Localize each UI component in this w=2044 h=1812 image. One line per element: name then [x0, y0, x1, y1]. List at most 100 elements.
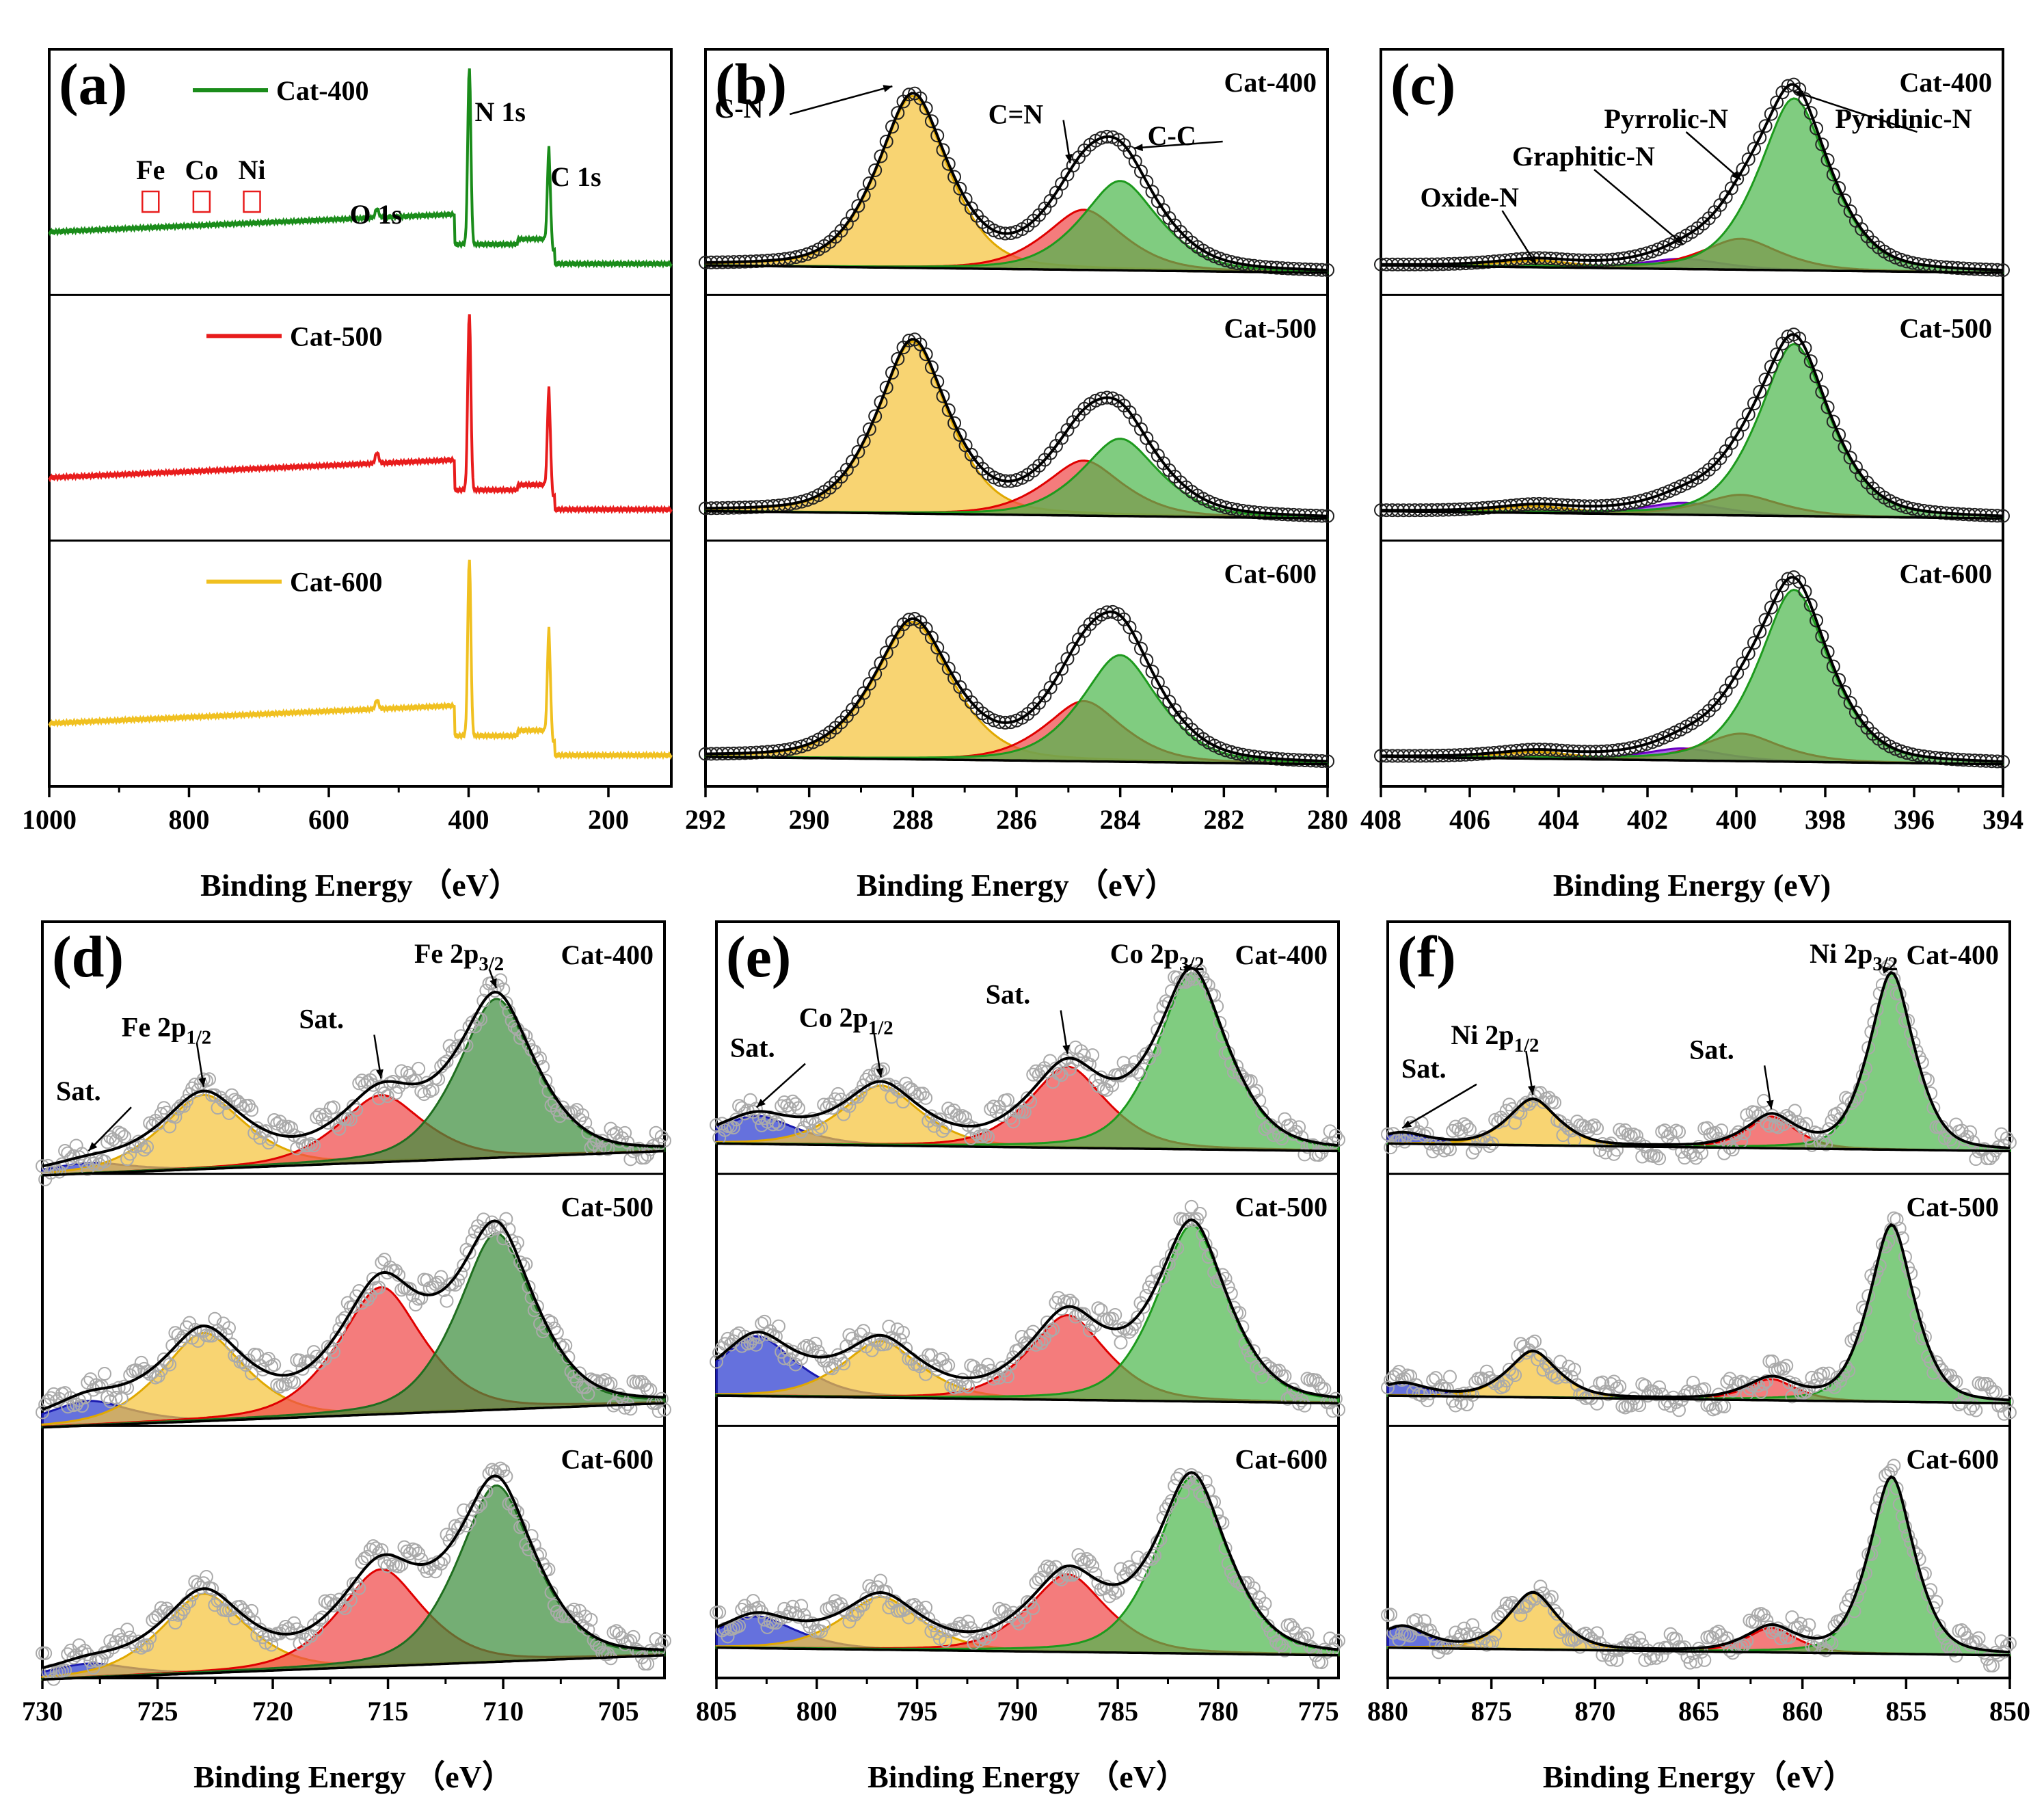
data-point: [1006, 1606, 1021, 1620]
x-tick-label: 396: [1894, 804, 1935, 835]
data-point: [896, 1095, 910, 1109]
annotation-arrowhead: [1882, 966, 1892, 974]
data-point: [626, 1629, 641, 1644]
data-point: [848, 1338, 862, 1353]
data-point: [1770, 347, 1784, 362]
data-point: [874, 395, 888, 410]
annotation-arrow: [755, 1063, 806, 1108]
x-axis-label: Binding Energy（eV）: [1543, 1759, 1855, 1794]
data-point: [601, 1647, 615, 1662]
data-point: [1765, 1354, 1779, 1368]
data-point: [1134, 641, 1148, 656]
x-tick-label: 282: [1203, 804, 1244, 835]
data-point: [287, 1375, 301, 1389]
data-point: [163, 1357, 177, 1372]
data-point: [1499, 1104, 1514, 1118]
data-point: [1548, 1603, 1562, 1618]
survey-Cat-600: Cat-600: [48, 559, 673, 760]
data-point: [768, 1115, 783, 1129]
sample-Cat-500: Cat-500: [699, 312, 1334, 523]
data-point: [1986, 1658, 2000, 1673]
data-point: [885, 366, 899, 380]
data-point: [1803, 106, 1818, 120]
data-point: [1656, 486, 1671, 501]
data-point: [327, 1345, 341, 1359]
data-point: [654, 1391, 669, 1406]
background-line: [705, 264, 1328, 274]
background-line: [42, 1654, 665, 1681]
data-point: [862, 176, 876, 191]
annotation-label: O 1s: [350, 199, 403, 230]
background-line: [1387, 1142, 2011, 1153]
data-point: [941, 403, 956, 417]
data-point: [1300, 1627, 1315, 1641]
data-point: [134, 1138, 148, 1153]
data-point: [1026, 1067, 1040, 1082]
data-point: [513, 1030, 528, 1045]
data-point: [1810, 369, 1823, 384]
sample-label: Cat-500: [1235, 1192, 1328, 1223]
data-point: [891, 351, 905, 366]
background-line: [1381, 756, 2004, 766]
data-point: [618, 1125, 632, 1140]
annotation-arrowhead: [1766, 1100, 1774, 1110]
data-point: [1832, 427, 1846, 442]
x-tick-label: 284: [1100, 804, 1141, 835]
data-point: [567, 1602, 581, 1616]
background-line: [705, 756, 1328, 766]
data-point: [89, 1378, 103, 1392]
annotation-label: Ni: [239, 155, 266, 185]
x-axis-label: Binding Energy (eV): [1553, 868, 1831, 903]
annotation-arrowhead: [1794, 90, 1804, 98]
sample-Cat-400: Cat-400 Sat. Co 2p1/2 Sat. Co 2p3/2: [710, 938, 1345, 1162]
data-point: [868, 409, 883, 423]
annotation-arrow: [1685, 131, 1742, 181]
data-point: [772, 1319, 785, 1333]
data-point: [825, 1361, 839, 1376]
data-point: [222, 1321, 236, 1335]
data-point: [1023, 1095, 1038, 1109]
panel-f: 880 875 870 865 860 855 850 Binding Energy（eV） (…: [1367, 920, 2030, 1794]
data-point: [992, 1601, 1006, 1616]
data-point: [1624, 1129, 1638, 1143]
x-tick-label: 790: [997, 1696, 1038, 1727]
data-point: [924, 630, 939, 645]
data-point: [1568, 1362, 1581, 1376]
highlight-box: [142, 190, 160, 213]
annotation-arrowhead: [1732, 171, 1741, 180]
annotation-arrowhead: [1527, 1085, 1535, 1095]
data-point: [267, 1628, 282, 1642]
data-point: [1839, 1359, 1853, 1374]
data-point: [581, 1387, 595, 1401]
data-point: [1819, 1137, 1833, 1151]
data-point: [1652, 1151, 1667, 1166]
x-tick-label: 855: [1885, 1696, 1926, 1727]
data-point: [891, 106, 905, 120]
data-point: [874, 656, 888, 671]
data-point: [1462, 1386, 1477, 1400]
annotation-label: C-N: [714, 93, 763, 124]
data-point: [1697, 1653, 1712, 1667]
data-point: [924, 114, 939, 129]
data-point: [422, 1084, 437, 1098]
data-point: [1802, 1618, 1816, 1632]
data-point: [278, 1121, 293, 1136]
data-point: [1443, 1370, 1457, 1384]
panel-frame: [704, 48, 1329, 788]
annotation-label: Fe: [136, 155, 165, 185]
annotation-label: Sat.: [1401, 1053, 1447, 1084]
data-point: [369, 1069, 384, 1083]
data-point: [1753, 131, 1767, 145]
data-point: [1822, 1122, 1836, 1136]
data-point: [1747, 142, 1761, 156]
data-point: [1001, 1370, 1015, 1384]
annotation-label: Co: [185, 155, 218, 185]
data-point: [941, 1102, 956, 1116]
data-point: [879, 645, 893, 660]
survey-line: [48, 68, 673, 269]
data-point: [1055, 662, 1069, 676]
data-point: [1151, 1023, 1165, 1037]
data-point: [1548, 1369, 1562, 1383]
data-point: [403, 1281, 417, 1296]
data-point: [1131, 1550, 1145, 1564]
